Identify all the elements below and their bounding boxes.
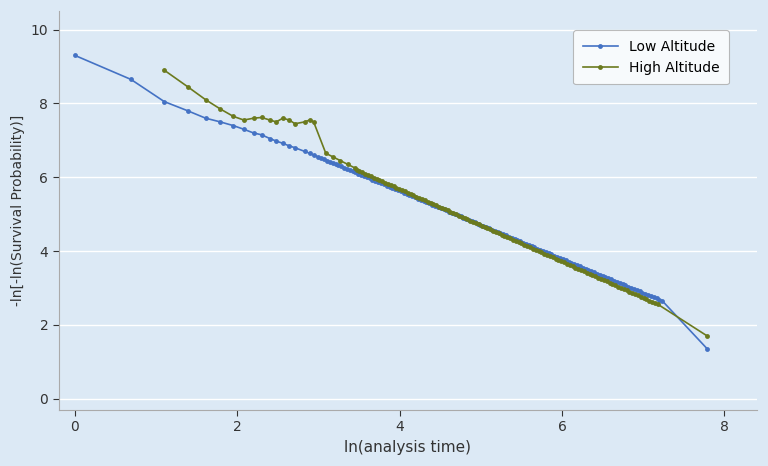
High Altitude (508, 237, 518, 242)
High Altitude (249, 116, 258, 121)
High Altitude (579, 268, 588, 274)
Low Altitude (703, 346, 712, 352)
High Altitude (392, 185, 401, 191)
Line: High Altitude: High Altitude (162, 68, 710, 338)
Low Altitude (609, 278, 618, 283)
Low Altitude (393, 187, 402, 193)
High Altitude (703, 333, 712, 339)
High Altitude (611, 282, 620, 288)
Low Altitude (249, 130, 258, 136)
Low Altitude (641, 291, 650, 296)
High Altitude (483, 226, 492, 231)
Line: Low Altitude: Low Altitude (72, 53, 710, 351)
X-axis label: ln(analysis time): ln(analysis time) (344, 440, 472, 455)
Low Altitude (71, 53, 80, 58)
Low Altitude (127, 76, 136, 82)
Low Altitude (601, 274, 610, 280)
High Altitude (160, 68, 169, 73)
Y-axis label: -ln[-ln(Survival Probability)]: -ln[-ln(Survival Probability)] (11, 115, 25, 306)
Legend: Low Altitude, High Altitude: Low Altitude, High Altitude (573, 30, 729, 84)
